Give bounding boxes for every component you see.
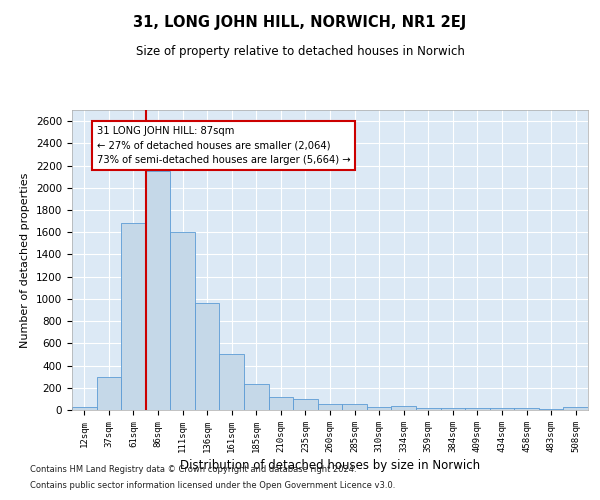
Bar [440, 408, 465, 410]
Text: 31, LONG JOHN HILL, NORWICH, NR1 2EJ: 31, LONG JOHN HILL, NORWICH, NR1 2EJ [133, 15, 467, 30]
Bar [416, 408, 440, 410]
Bar [563, 407, 588, 410]
Bar [391, 406, 416, 410]
Bar [318, 404, 342, 410]
X-axis label: Distribution of detached houses by size in Norwich: Distribution of detached houses by size … [180, 459, 480, 472]
Bar [244, 384, 269, 410]
Bar [514, 408, 539, 410]
Bar [269, 396, 293, 410]
Bar [97, 376, 121, 410]
Bar [195, 304, 220, 410]
Bar [121, 224, 146, 410]
Text: Contains public sector information licensed under the Open Government Licence v3: Contains public sector information licen… [30, 480, 395, 490]
Y-axis label: Number of detached properties: Number of detached properties [20, 172, 31, 348]
Bar [465, 408, 490, 410]
Text: 31 LONG JOHN HILL: 87sqm
← 27% of detached houses are smaller (2,064)
73% of sem: 31 LONG JOHN HILL: 87sqm ← 27% of detach… [97, 126, 350, 165]
Text: Contains HM Land Registry data © Crown copyright and database right 2024.: Contains HM Land Registry data © Crown c… [30, 466, 356, 474]
Bar [342, 404, 367, 410]
Bar [72, 407, 97, 410]
Bar [170, 232, 195, 410]
Bar [367, 406, 391, 410]
Bar [293, 399, 318, 410]
Bar [146, 171, 170, 410]
Bar [220, 354, 244, 410]
Bar [490, 408, 514, 410]
Text: Size of property relative to detached houses in Norwich: Size of property relative to detached ho… [136, 45, 464, 58]
